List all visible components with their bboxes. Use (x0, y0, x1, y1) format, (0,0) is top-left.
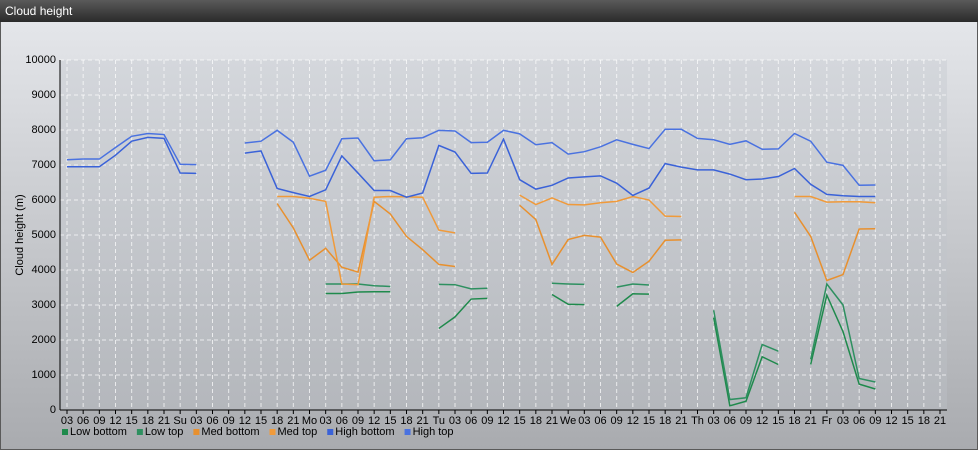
x-tick-label: Su (173, 415, 186, 427)
legend-label: High top (413, 426, 454, 438)
y-tick-label: 5000 (32, 229, 56, 241)
x-tick-label: 12 (239, 415, 251, 427)
y-tick-label: 1000 (32, 369, 56, 381)
x-tick-label: 06 (594, 415, 606, 427)
title-bar: Cloud height (0, 0, 978, 22)
x-tick-label: 12 (368, 415, 380, 427)
x-tick-label: 06 (853, 415, 865, 427)
x-tick-label: 06 (77, 415, 89, 427)
legend-swatch (269, 429, 276, 435)
x-tick-label: 15 (384, 415, 396, 427)
series-line (67, 136, 876, 198)
x-tick-label: Mo (302, 415, 317, 427)
legend-label: Low bottom (70, 426, 127, 438)
x-tick-label: 03 (449, 415, 461, 427)
x-tick-label: 15 (126, 415, 138, 427)
y-tick-label: 2000 (32, 334, 56, 346)
x-tick-label: 18 (400, 415, 412, 427)
chart: Cloud height (m) 0 1000 2000 3000 4000 5000 60… (1, 22, 977, 449)
x-tick-label: 15 (902, 415, 914, 427)
y-tick-label: 3000 (32, 299, 56, 311)
x-tick-label: 15 (772, 415, 784, 427)
x-tick-label: 15 (514, 415, 526, 427)
x-tick-label: 12 (497, 415, 509, 427)
legend-label: High bottom (335, 426, 394, 438)
x-tick-label: 09 (93, 415, 105, 427)
x-tick-label: 12 (627, 415, 639, 427)
legend-label: Low top (145, 426, 184, 438)
x-tick-label: 09 (611, 415, 623, 427)
x-tick-label: 09 (223, 415, 235, 427)
legend-label: Med bottom (201, 426, 259, 438)
series-line (277, 194, 876, 286)
legend-swatch (136, 429, 143, 435)
x-tick-label: 03 (708, 415, 720, 427)
x-tick-label: We (560, 415, 576, 427)
x-tick-label: 21 (287, 415, 299, 427)
y-tick-label: 6000 (32, 194, 56, 206)
x-tick-label: 03 (837, 415, 849, 427)
x-tick-label: 06 (724, 415, 736, 427)
x-tick-label: 09 (481, 415, 493, 427)
legend-swatch (404, 429, 411, 435)
x-tick-label: 06 (206, 415, 218, 427)
x-tick-label: Fr (822, 415, 833, 427)
x-tick-label: 21 (546, 415, 558, 427)
x-tick-label: 21 (934, 415, 946, 427)
x-tick-label: 09 (869, 415, 881, 427)
y-tick-label: 9000 (32, 89, 56, 101)
series-line (325, 290, 876, 407)
x-tick-label: 21 (417, 415, 429, 427)
x-tick-label: 03 (61, 415, 73, 427)
x-tick-label: 18 (142, 415, 154, 427)
x-tick-label: 15 (643, 415, 655, 427)
legend-label: Med top (278, 426, 318, 438)
x-tick-label: Tu (433, 415, 445, 427)
x-tick-label: 21 (805, 415, 817, 427)
legend-swatch (62, 429, 68, 435)
y-tick-label: 0 (50, 404, 56, 416)
x-tick-label: 06 (465, 415, 477, 427)
x-tick-label: 12 (756, 415, 768, 427)
series-line (276, 200, 876, 282)
x-tick-label: 18 (788, 415, 800, 427)
x-tick-label: 12 (109, 415, 121, 427)
legend-swatch (327, 429, 334, 435)
x-tick-label: 21 (158, 415, 170, 427)
x-tick-label: 09 (740, 415, 752, 427)
x-tick-label: 15 (255, 415, 267, 427)
x-tick-label: 03 (578, 415, 590, 427)
y-tick-label: 10000 (25, 54, 56, 66)
y-tick-label: 7000 (32, 159, 56, 171)
x-tick-label: Th (691, 415, 704, 427)
x-tick-label: 03 (190, 415, 202, 427)
x-tick-label: 18 (271, 415, 283, 427)
x-tick-label: 18 (530, 415, 542, 427)
x-tick-label: 21 (675, 415, 687, 427)
series-line (66, 128, 876, 187)
x-tick-label: 03 (320, 415, 332, 427)
x-tick-label: 12 (885, 415, 897, 427)
y-axis-label: Cloud height (m) (14, 194, 26, 275)
x-tick-label: 09 (352, 415, 364, 427)
y-tick-label: 8000 (32, 124, 56, 136)
legend-swatch (193, 429, 200, 435)
y-tick-label: 4000 (32, 264, 56, 276)
x-tick-label: 18 (918, 415, 930, 427)
x-tick-label: 18 (659, 415, 671, 427)
x-tick-label: 06 (336, 415, 348, 427)
